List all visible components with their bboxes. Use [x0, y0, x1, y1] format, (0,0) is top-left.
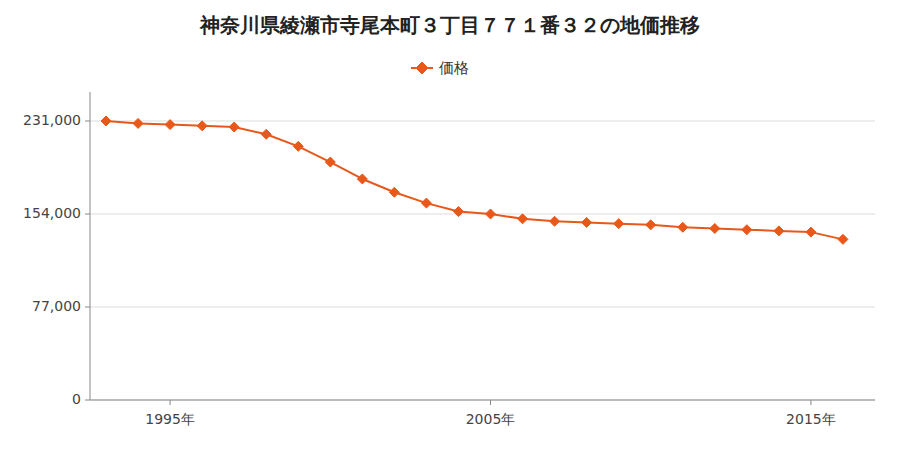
point: [678, 222, 688, 232]
point: [614, 219, 624, 229]
point: [774, 226, 784, 236]
x-tick-label: 2015年: [786, 411, 836, 427]
point: [133, 118, 143, 128]
point: [710, 223, 720, 233]
point: [742, 225, 752, 235]
x-tick: [490, 400, 491, 405]
y-tick: [85, 306, 90, 307]
line: [106, 121, 843, 239]
legend: 価格: [411, 59, 469, 77]
y-tick: [85, 120, 90, 121]
point: [806, 227, 816, 237]
point: [165, 120, 175, 130]
chart-container: 神奈川県綾瀬市寺尾本町３丁目７７１番３２の地価推移 0 77,000 154,000 2…: [0, 0, 900, 450]
point: [229, 122, 239, 132]
chart-svg: 神奈川県綾瀬市寺尾本町３丁目７７１番３２の地価推移 0 77,000 154,000 2…: [0, 0, 900, 450]
y-axis-line: [90, 92, 91, 400]
grid-line: [90, 120, 875, 121]
y-tick-label: 0: [72, 391, 81, 407]
point: [421, 198, 431, 208]
title: 神奈川県綾瀬市寺尾本町３丁目７７１番３２の地価推移: [199, 13, 700, 37]
point: [838, 234, 848, 244]
y-axis: 0 77,000 154,000 231,000: [23, 92, 90, 407]
y-tick: [85, 213, 90, 214]
x-axis: 1995年 2005年 2015年: [90, 400, 875, 427]
point: [197, 121, 207, 131]
legend-marker: [416, 62, 428, 74]
point: [582, 217, 592, 227]
x-tick-label: 2005年: [466, 411, 516, 427]
point: [389, 187, 399, 197]
y-tick-label: 231,000: [23, 112, 81, 128]
x-tick-label: 1995年: [145, 411, 195, 427]
y-tick-label: 154,000: [23, 205, 81, 221]
point: [293, 141, 303, 151]
background: [0, 0, 900, 450]
point: [486, 209, 496, 219]
grid-line: [90, 306, 875, 307]
x-tick: [170, 400, 171, 405]
grid-line: [90, 400, 875, 401]
y-tick: [85, 400, 90, 401]
legend-label: 価格: [439, 59, 469, 77]
x-tick: [810, 400, 811, 405]
y-tick-label: 77,000: [32, 298, 81, 314]
point: [453, 207, 463, 217]
point: [261, 129, 271, 139]
plot-area: [101, 116, 848, 244]
point: [325, 157, 335, 167]
point: [101, 116, 111, 126]
y-grid: [90, 121, 875, 400]
series: [101, 116, 848, 244]
point: [550, 216, 560, 226]
point: [518, 214, 528, 224]
x-axis-line: [90, 400, 875, 401]
point: [357, 174, 367, 184]
point: [646, 220, 656, 230]
